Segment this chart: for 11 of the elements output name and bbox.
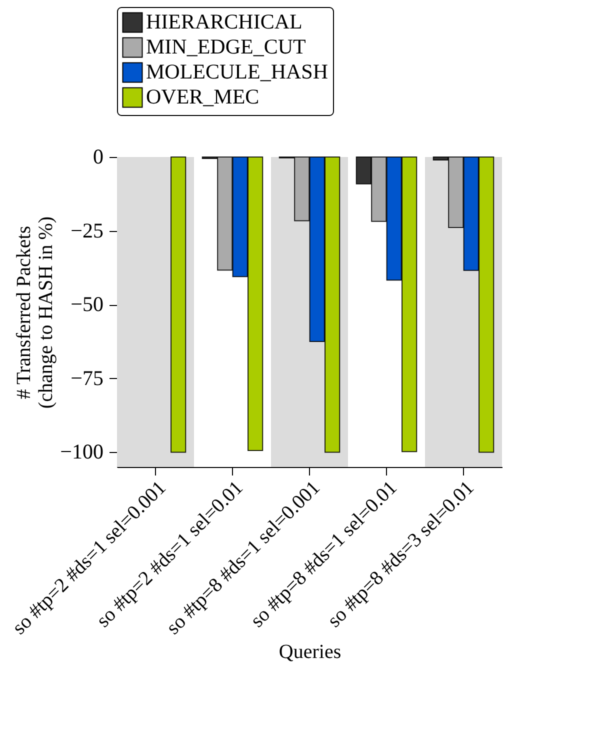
legend-label: MOLECULE_HASH — [146, 60, 328, 84]
legend-label: OVER_MEC — [146, 84, 260, 108]
y-axis-title: # Transferred Packets (change to HASH in %) — [13, 216, 58, 409]
legend-label: MIN_EDGE_CUT — [146, 34, 306, 58]
y-tick-label: −25 — [70, 218, 104, 242]
legend-label: HIERARCHICAL — [146, 10, 302, 34]
y-tick-label: −50 — [70, 292, 104, 316]
y-tick-label: −100 — [60, 440, 104, 464]
y-tick-label: 0 — [93, 144, 104, 168]
y-tick-label: −75 — [70, 366, 104, 390]
x-axis-title: Queries — [278, 641, 342, 664]
